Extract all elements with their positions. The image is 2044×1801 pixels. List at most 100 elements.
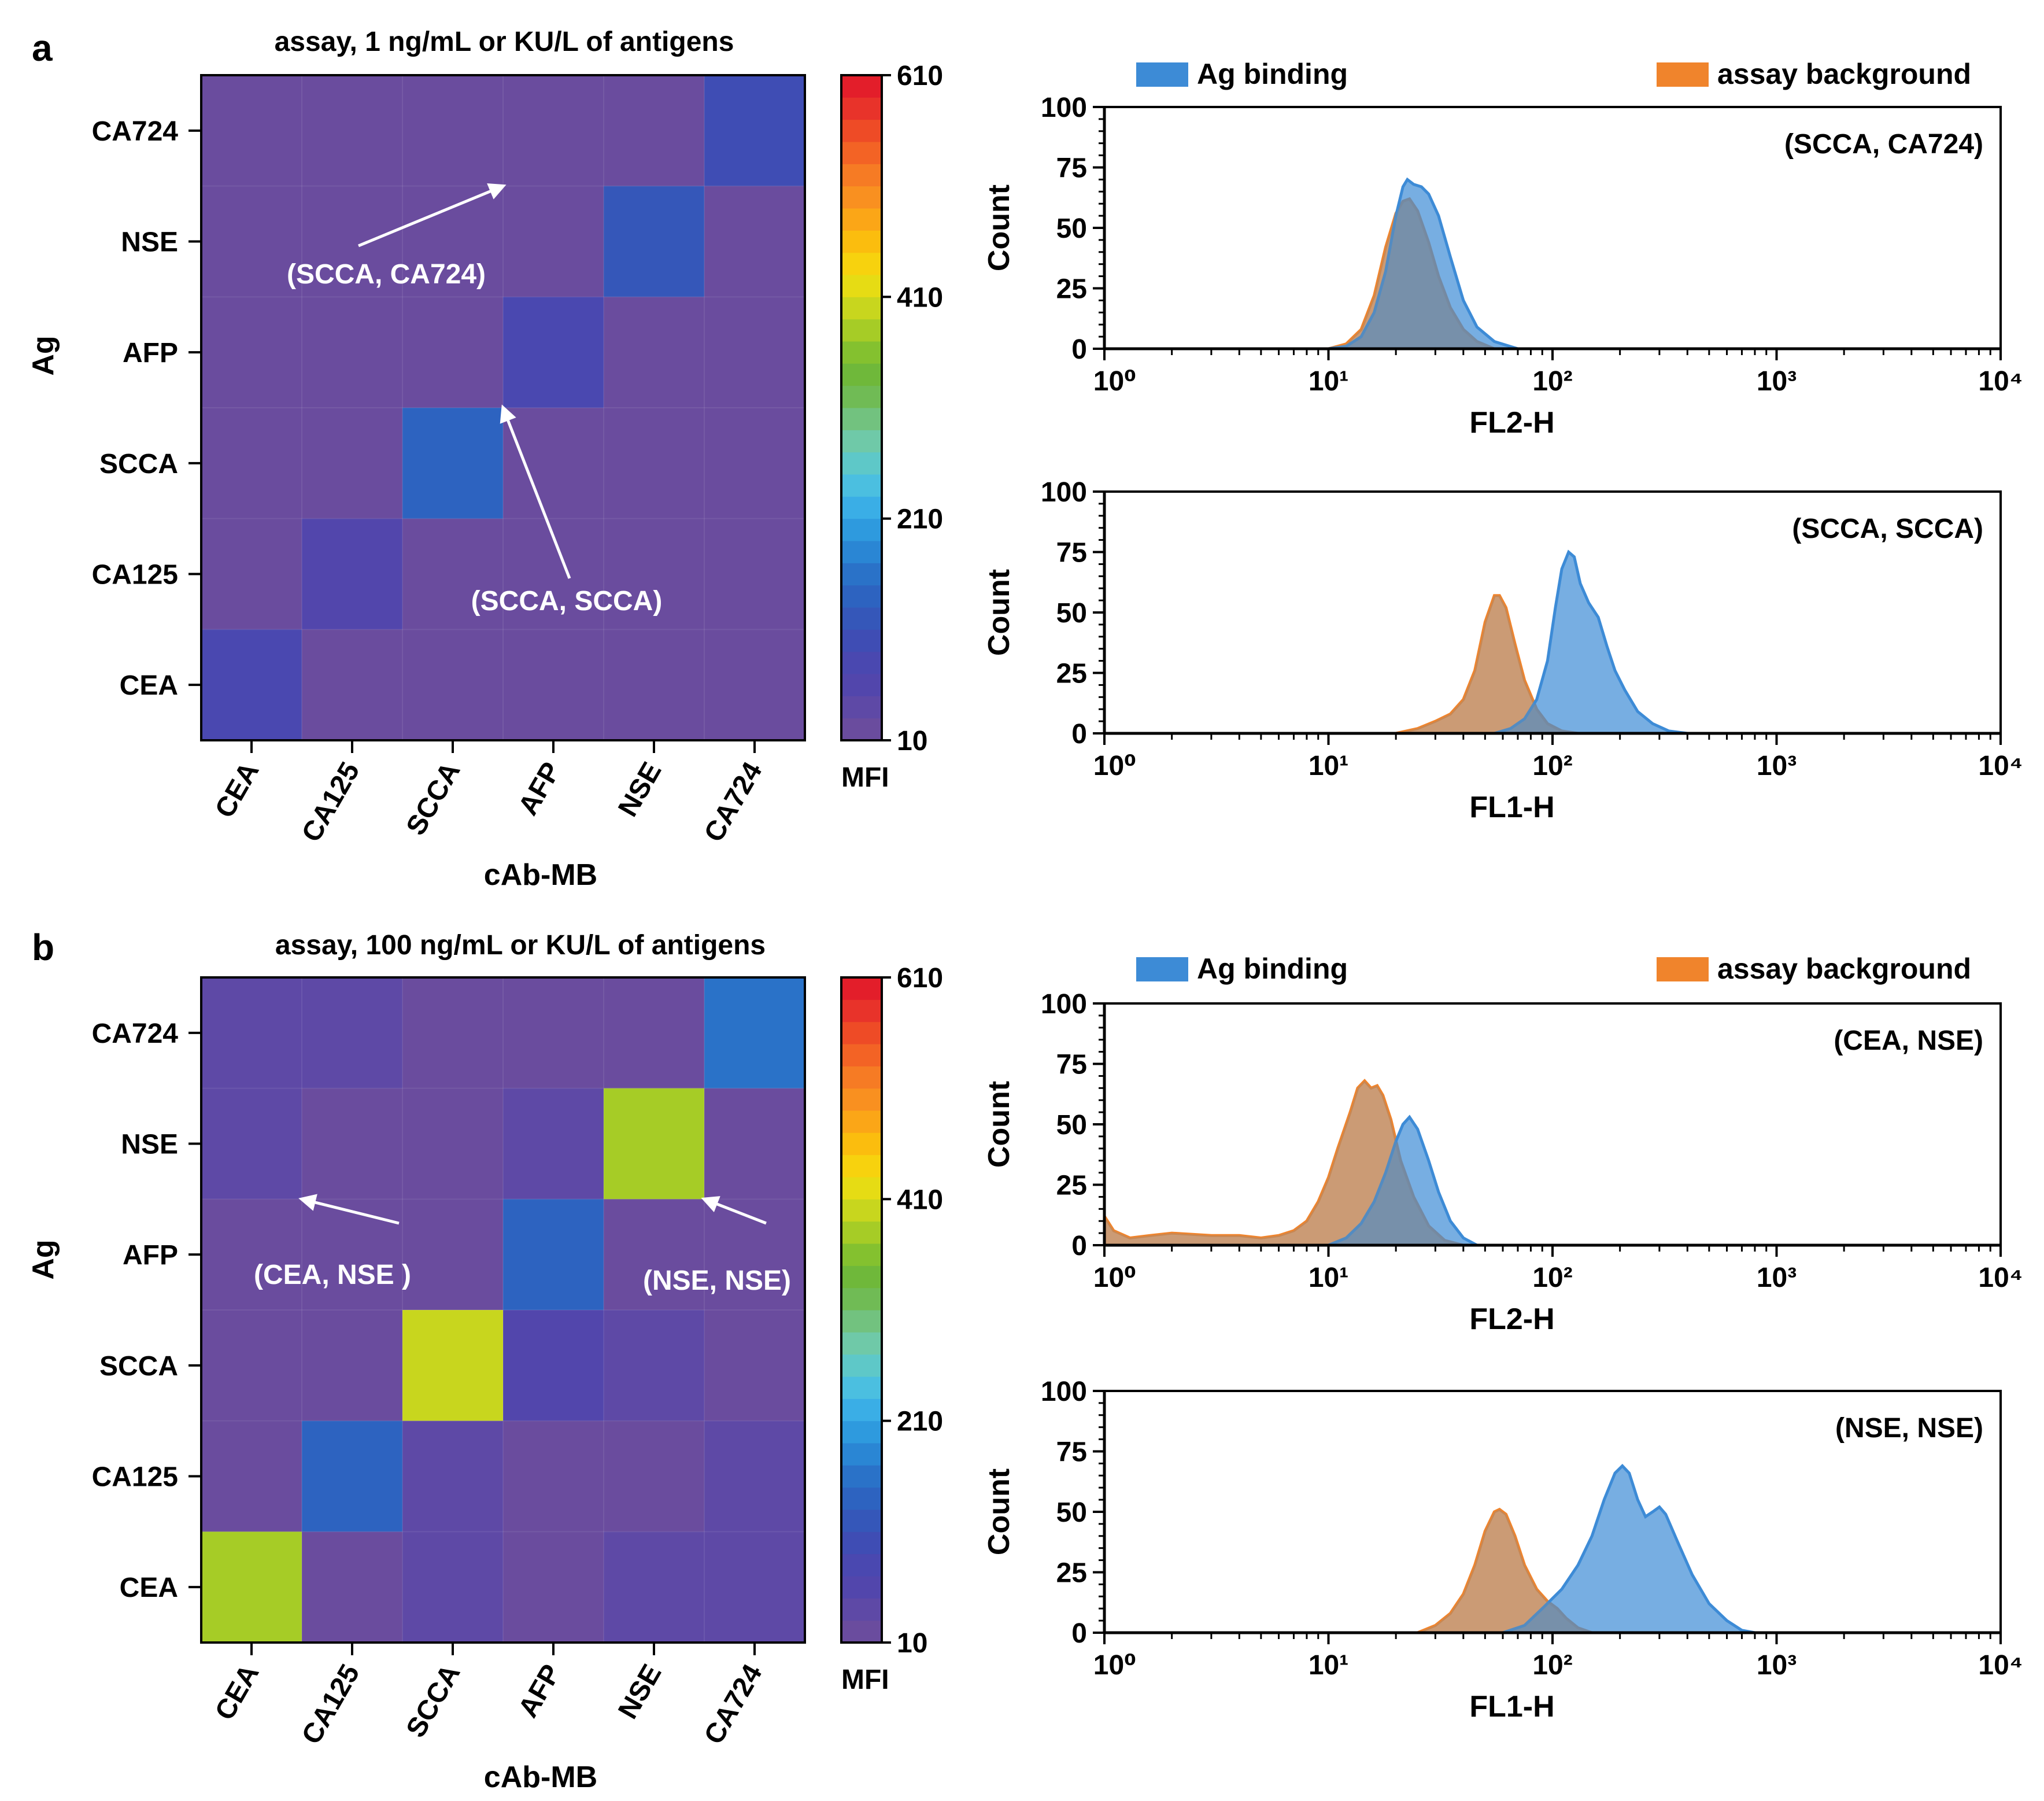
annotation-label: (SCCA, CA724) [287, 259, 486, 290]
heatmap-xtick-label: AFP [513, 1659, 567, 1723]
colorbar-segment [841, 1376, 882, 1399]
x-tick-label: 10² [1532, 1650, 1572, 1681]
heatmap-cell-SCCA-NSE [604, 1310, 705, 1422]
heatmap-a-xlabel: cAb-MB [484, 858, 597, 892]
heatmap-a-ylabel: Ag [27, 335, 60, 375]
heatmap-cell-NSE-CA125 [302, 1088, 403, 1200]
colorbar-segment [841, 252, 882, 275]
heatmap-xtick-label: SCCA [401, 757, 467, 840]
x-tick-label: 10⁰ [1093, 366, 1136, 397]
x-axis-label: FL2-H [1469, 1302, 1554, 1336]
series-ag-binding [1502, 1464, 1755, 1634]
x-tick-label: 10¹ [1309, 1650, 1348, 1681]
colorbar-segment [841, 1310, 882, 1333]
heatmap-cell-CA724-NSE [604, 977, 705, 1089]
heatmap-cell-CA724-CEA [201, 977, 302, 1089]
heatmap-cell-CA724-NSE [604, 75, 705, 187]
heatmap-xtick-label: NSE [612, 757, 667, 822]
heatmap-cell-CA724-CEA [201, 75, 302, 187]
x-tick-label: 10¹ [1309, 751, 1348, 781]
y-tick-label: 0 [1071, 1231, 1087, 1261]
colorbar-segment [841, 1465, 882, 1488]
colorbar-segment [841, 1487, 882, 1510]
annotation-arrow [500, 404, 571, 579]
y-tick-label: 25 [1056, 659, 1087, 689]
y-tick-label: 75 [1056, 153, 1087, 184]
heatmap-frame [200, 976, 806, 1644]
heatmap-cell-SCCA-AFP [503, 408, 604, 519]
heatmap-a-title: assay, 1 ng/mL or KU/L of antigens [275, 27, 734, 57]
heatmap-cell-NSE-AFP [503, 1088, 604, 1200]
colorbar-segment [841, 186, 882, 209]
heatmap-ytick-label: AFP [123, 1240, 178, 1271]
panel-label-a: a [32, 27, 53, 69]
heatmap-cell-NSE-CEA [201, 186, 302, 297]
colorbar-segment [841, 651, 882, 674]
heatmap-cell-CA724-AFP [503, 977, 604, 1089]
colorbar-segment [841, 208, 882, 231]
x-tick-label: 10³ [1757, 751, 1797, 781]
heatmap-cell-NSE-AFP [503, 186, 604, 297]
heatmap-cell-CA724-SCCA [402, 75, 504, 187]
heatmap-cell-SCCA-AFP [503, 1310, 604, 1422]
heatmap-cell-SCCA-CA724 [704, 1310, 805, 1422]
x-tick-label: 10² [1532, 1263, 1572, 1293]
colorbar-segment [841, 1132, 882, 1156]
heatmap-cell-AFP-CEA [201, 1199, 302, 1311]
colorbar-segment [841, 142, 882, 164]
heatmap-ytick-label: NSE [121, 1130, 178, 1160]
y-axis-label: Count [982, 1081, 1016, 1168]
heatmap-cell-CEA-CEA [201, 629, 302, 741]
heatmap-cell-AFP-CA724 [704, 297, 805, 408]
y-tick-label: 0 [1071, 334, 1087, 365]
annotation-label: (NSE, NSE) [643, 1265, 791, 1296]
series-ag-binding [1494, 549, 1688, 735]
annotation-arrow [358, 183, 507, 248]
colorbar-segment [841, 1021, 882, 1045]
heatmap-cell-NSE-CA724 [704, 186, 805, 297]
heatmap-cell-NSE-CA724 [704, 1088, 805, 1200]
heatmap-ytick-label: CEA [120, 670, 178, 701]
heatmap-cell-CA125-CA125 [302, 518, 403, 630]
y-tick-label: 25 [1056, 1558, 1087, 1589]
heatmap-cell-AFP-CA125 [302, 297, 403, 408]
heatmap-cell-AFP-CA125 [302, 1199, 403, 1311]
colorbar-segment [841, 1598, 882, 1621]
heatmap-cell-CA125-CA724 [704, 518, 805, 630]
heatmap-xtick-label: CA724 [698, 1659, 768, 1750]
heatmap-cell-AFP-NSE [604, 1199, 705, 1311]
heatmap-frame [200, 74, 806, 741]
heatmap-b-xlabel: cAb-MB [484, 1761, 597, 1794]
heatmap-xtick-label: AFP [513, 757, 567, 821]
heatmap-cell-CEA-CA125 [302, 1531, 403, 1643]
colorbar-frame [840, 74, 883, 741]
x-tick-label: 10⁴ [1978, 1650, 2023, 1681]
heatmap-cell-SCCA-CEA [201, 1310, 302, 1422]
series-ag-binding [1328, 177, 1518, 350]
colorbar-segment [841, 164, 882, 187]
y-tick-label: 50 [1056, 213, 1087, 244]
heatmap-cell-SCCA-CA125 [302, 408, 403, 519]
colorbar-segment [841, 1221, 882, 1244]
heatmap-cell-CEA-CEA [201, 1531, 302, 1643]
heatmap-cell-CA125-CA125 [302, 1420, 403, 1532]
heatmap-cell-AFP-CEA [201, 297, 302, 408]
heatmap-b-title: assay, 100 ng/mL or KU/L of antigens [275, 930, 766, 961]
plot-annotation: (SCCA, SCCA) [1792, 514, 1983, 544]
heatmap-cell-CEA-CA724 [704, 1531, 805, 1643]
heatmap-cell-AFP-SCCA [402, 1199, 504, 1311]
colorbar-segment [841, 1265, 882, 1289]
heatmap-xtick-label: NSE [612, 1659, 667, 1724]
heatmap-cell-AFP-AFP [503, 297, 604, 408]
heatmap-cell-CA125-SCCA [402, 1420, 504, 1532]
colorbar-segment [841, 1066, 882, 1089]
heatmap-cell-CA125-AFP [503, 1420, 604, 1532]
y-tick-label: 0 [1071, 719, 1087, 750]
heatmap-ytick-label: SCCA [99, 449, 178, 479]
heatmap-cell-CA125-CA724 [704, 1420, 805, 1532]
heatmap-a: assay, 1 ng/mL or KU/L of antigens CA724… [27, 27, 943, 892]
legend-swatch-ag-binding [1136, 957, 1188, 981]
colorbar-segment [841, 1443, 882, 1466]
colorbar-tick-label: 10 [897, 726, 927, 756]
y-tick-label: 50 [1056, 1497, 1087, 1528]
